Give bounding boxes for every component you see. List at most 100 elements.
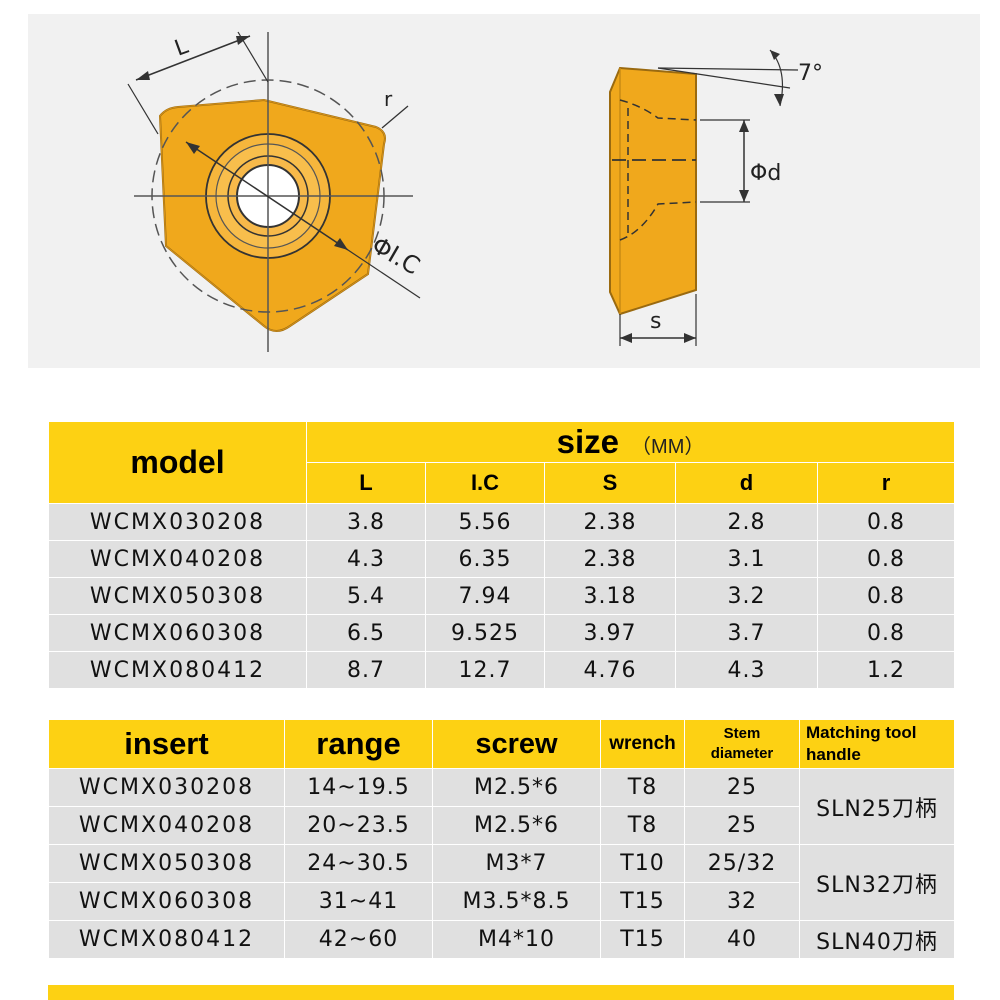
angle-label: 7° xyxy=(798,61,823,86)
s-cell: 3.18 xyxy=(544,577,676,615)
insert-front-view: ΦI.C L r xyxy=(127,31,425,352)
model-header: model xyxy=(48,421,307,504)
ic-cell: 5.56 xyxy=(425,503,545,541)
stem-cell: 25/32 xyxy=(684,844,800,883)
insert-header: insert xyxy=(48,719,285,769)
column-header-r: r xyxy=(816,462,956,504)
model-cell: WCMX040208 xyxy=(48,540,307,578)
insert-side-view: Φd 7° s xyxy=(609,49,823,346)
wrench-cell: T15 xyxy=(600,920,685,959)
range-cell: 14~19.5 xyxy=(284,768,433,807)
insert-cell: WCMX060308 xyxy=(48,882,285,921)
insert-cell: WCMX040208 xyxy=(48,806,285,845)
stem-cell: 25 xyxy=(684,768,800,807)
r-label: r xyxy=(384,87,393,111)
ic-cell: 9.525 xyxy=(425,614,545,652)
range-cell: 24~30.5 xyxy=(284,844,433,883)
range-header: range xyxy=(284,719,433,769)
insert-cell: WCMX030208 xyxy=(48,768,285,807)
size-unit-label: （MM） xyxy=(631,436,705,458)
r-cell: 1.2 xyxy=(816,651,956,689)
table-row: WCMX060308 6.5 9.525 3.97 3.7 0.8 xyxy=(48,614,956,652)
handle-cell: SLN40刀柄 xyxy=(799,920,955,959)
size-header: size （MM） xyxy=(305,421,956,463)
l-cell: 8.7 xyxy=(306,651,426,689)
d-cell: 2.8 xyxy=(675,503,818,541)
model-cell: WCMX060308 xyxy=(48,614,307,652)
insert-cell: WCMX050308 xyxy=(48,844,285,883)
insert-cell: WCMX080412 xyxy=(48,920,285,959)
wrench-cell: T8 xyxy=(600,806,685,845)
handle-header-line1: Matching tool xyxy=(806,723,917,742)
handle-cell: SLN25刀柄 xyxy=(799,768,955,845)
size-header-label: size xyxy=(556,423,620,460)
column-header-ic: I.C xyxy=(425,462,545,504)
r-cell: 0.8 xyxy=(816,614,956,652)
model-cell: WCMX030208 xyxy=(48,503,307,541)
r-cell: 0.8 xyxy=(816,540,956,578)
table-row: WCMX050308 5.4 7.94 3.18 3.2 0.8 xyxy=(48,577,956,615)
d-cell: 3.2 xyxy=(675,577,818,615)
size-table: model size （MM） L I.C S d r WCMX030208 3.… xyxy=(48,421,956,689)
table-row: WCMX080412 42~60 M4*10 T15 40 SLN40刀柄 xyxy=(48,920,955,959)
r-cell: 0.8 xyxy=(816,577,956,615)
l-cell: 6.5 xyxy=(306,614,426,652)
screw-cell: M2.5*6 xyxy=(432,768,601,807)
l-label: L xyxy=(172,34,193,62)
stem-cell: 32 xyxy=(684,882,800,921)
d-cell: 4.3 xyxy=(675,651,818,689)
table-row: WCMX080412 8.7 12.7 4.76 4.3 1.2 xyxy=(48,651,956,689)
ic-label: ΦI.C xyxy=(367,231,425,280)
table-row: WCMX030208 14~19.5 M2.5*6 T8 25 SLN25刀柄 xyxy=(48,768,955,845)
wrench-header: wrench xyxy=(600,719,685,769)
insert-diagram: ΦI.C L r Φd xyxy=(127,31,823,352)
s-cell: 2.38 xyxy=(544,540,676,578)
range-cell: 31~41 xyxy=(284,882,433,921)
l-cell: 4.3 xyxy=(306,540,426,578)
l-cell: 3.8 xyxy=(306,503,426,541)
s-cell: 2.38 xyxy=(544,503,676,541)
stem-cell: 40 xyxy=(684,920,800,959)
s-label: s xyxy=(650,309,661,334)
screw-cell: M4*10 xyxy=(432,920,601,959)
table-row: WCMX050308 24~30.5 M3*7 T10 25/32 SLN32刀… xyxy=(48,844,955,921)
column-header-l: L xyxy=(306,462,426,504)
handle-header-line2: handle xyxy=(806,745,861,764)
wrench-cell: T8 xyxy=(600,768,685,807)
range-cell: 42~60 xyxy=(284,920,433,959)
ic-cell: 7.94 xyxy=(425,577,545,615)
model-cell: WCMX080412 xyxy=(48,651,307,689)
range-cell: 20~23.5 xyxy=(284,806,433,845)
stem-header-line2: diameter xyxy=(710,745,774,762)
wrench-cell: T10 xyxy=(600,844,685,883)
stem-cell: 25 xyxy=(684,806,800,845)
screw-header: screw xyxy=(432,719,601,769)
handle-cell: SLN32刀柄 xyxy=(799,844,955,921)
ic-cell: 12.7 xyxy=(425,651,545,689)
handle-header: Matching tool handle xyxy=(799,719,955,769)
screw-cell: M3*7 xyxy=(432,844,601,883)
ic-cell: 6.35 xyxy=(425,540,545,578)
stem-diameter-header: Stem diameter xyxy=(684,719,800,769)
screw-cell: M2.5*6 xyxy=(432,806,601,845)
technical-drawing: ΦI.C L r Φd xyxy=(28,14,980,368)
column-header-d: d xyxy=(675,462,818,504)
l-cell: 5.4 xyxy=(306,577,426,615)
model-cell: WCMX050308 xyxy=(48,577,307,615)
d-cell: 3.7 xyxy=(675,614,818,652)
d-label: Φd xyxy=(750,161,781,186)
s-cell: 3.97 xyxy=(544,614,676,652)
wrench-cell: T15 xyxy=(600,882,685,921)
s-cell: 4.76 xyxy=(544,651,676,689)
screw-cell: M3.5*8.5 xyxy=(432,882,601,921)
table-row: WCMX030208 3.8 5.56 2.38 2.8 0.8 xyxy=(48,503,956,541)
column-header-s: S xyxy=(544,462,676,504)
table-row: WCMX040208 4.3 6.35 2.38 3.1 0.8 xyxy=(48,540,956,578)
tool-table: insert range screw wrench Stem diameter … xyxy=(48,719,955,959)
stem-header-line1: Stem xyxy=(723,725,761,742)
d-cell: 3.1 xyxy=(675,540,818,578)
table-row: WCMX040208 20~23.5 M2.5*6 T8 25 xyxy=(48,806,955,845)
r-cell: 0.8 xyxy=(816,503,956,541)
footer-bar xyxy=(48,985,954,1000)
table-row: WCMX060308 31~41 M3.5*8.5 T15 32 xyxy=(48,882,955,921)
